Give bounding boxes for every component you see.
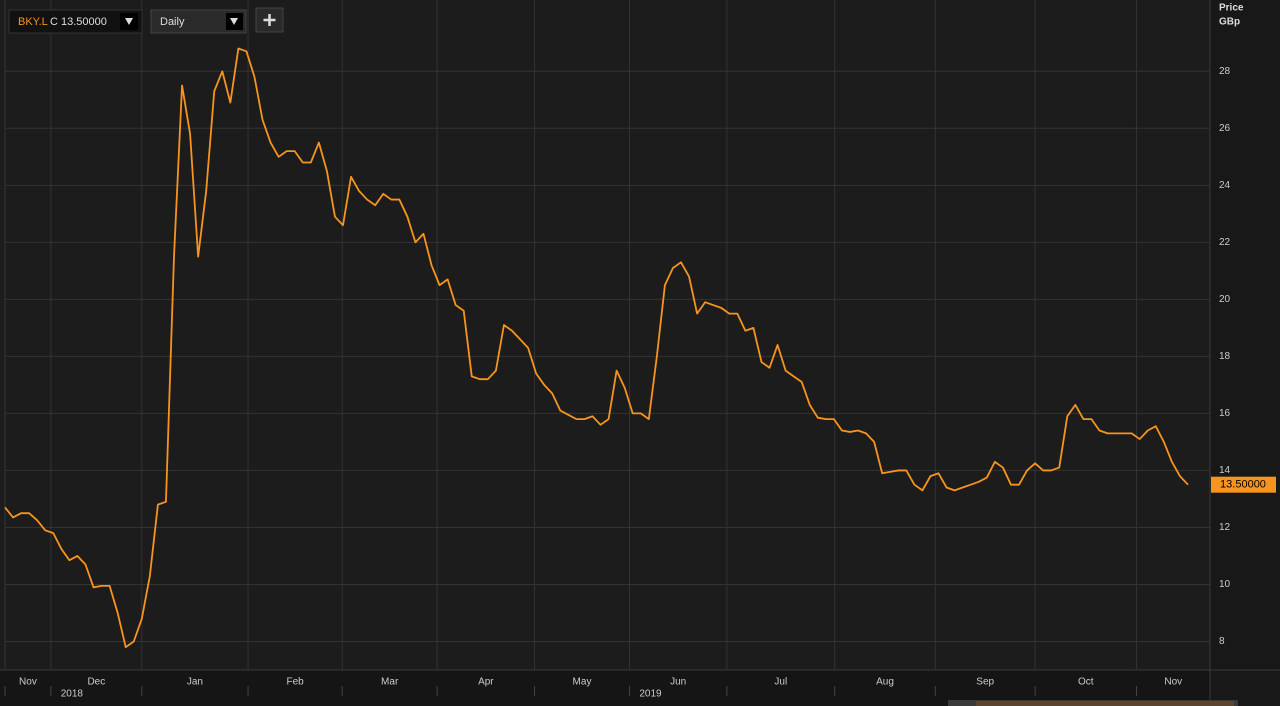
series (4, 47, 1189, 649)
x-tick-label: Mar (381, 677, 399, 688)
y-tick-label: 20 (1219, 294, 1231, 305)
ticker: BKY.L (18, 16, 48, 28)
y-tick-label: 14 (1219, 465, 1231, 476)
y-tick-label: 28 (1219, 66, 1231, 77)
interval-box[interactable] (150, 9, 247, 34)
y-tick-label: 26 (1219, 123, 1231, 134)
y-tick-label: 12 (1219, 522, 1231, 533)
y-tick-label: 16 (1219, 408, 1231, 419)
dropdown-arrow (230, 18, 238, 25)
x-tick-label: Dec (87, 677, 105, 688)
last-price-label: 13.50000 (1220, 479, 1266, 491)
y-axis-panel (1210, 0, 1280, 706)
x-tick-label: Sep (976, 677, 994, 688)
toolbar: BKY.L C 13.50000 Daily (8, 7, 284, 34)
scroll-thumb[interactable] (976, 701, 1234, 706)
y-axis-unit: GBp (1219, 17, 1240, 28)
x-year-label: 2019 (639, 689, 662, 700)
y-tick-label: 8 (1219, 636, 1225, 647)
x-year-label: 2018 (61, 689, 84, 700)
x-tick-label: Jan (187, 677, 203, 688)
y-tick-label: 10 (1219, 579, 1231, 590)
x-tick-label: Aug (876, 677, 894, 688)
x-tick-label: Jul (774, 677, 787, 688)
x-tick-label: Oct (1078, 677, 1094, 688)
x-tick-label: Feb (286, 677, 304, 688)
x-tick-label: Apr (478, 677, 494, 688)
last-price-tag (1211, 476, 1276, 493)
y-tick-label: 18 (1219, 351, 1231, 362)
x-tick-label: Nov (19, 677, 37, 688)
y-tick-label: 22 (1219, 237, 1231, 248)
x-tick-label: Jun (670, 677, 686, 688)
price-line (4, 47, 1189, 649)
symbol-box[interactable] (8, 9, 143, 34)
interval: Daily (160, 16, 185, 28)
y-tick-label: 24 (1219, 180, 1231, 191)
y-axis-title: Price (1219, 3, 1244, 14)
x-tick-label: May (573, 677, 592, 688)
x-tick-label: Nov (1164, 677, 1182, 688)
add-icon (263, 14, 276, 26)
quote: C 13.50000 (50, 16, 107, 28)
grid (4, 0, 1210, 670)
dropdown-arrow (125, 18, 133, 25)
